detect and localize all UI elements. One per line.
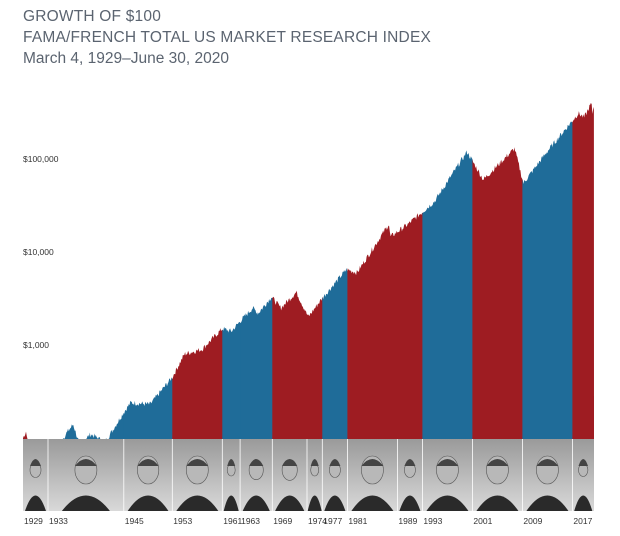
- term-area-10: [347, 102, 398, 439]
- x-tick-label: 2017: [573, 516, 592, 526]
- term-area-15: [572, 102, 594, 439]
- term-area-12: [422, 102, 473, 439]
- chart-titles: GROWTH OF $100 FAMA/FRENCH TOTAL US MARK…: [23, 6, 431, 69]
- x-tick-label: 1945: [125, 516, 144, 526]
- president-portrait-6: [242, 459, 270, 511]
- term-area-1: [23, 102, 49, 439]
- president-portrait-15: [574, 459, 593, 511]
- x-tick-label: 1963: [241, 516, 260, 526]
- x-tick-label: 1989: [398, 516, 417, 526]
- president-portrait-14: [526, 455, 569, 511]
- chart-title: GROWTH OF $100: [23, 8, 162, 25]
- term-area-7: [272, 102, 308, 439]
- y-tick-label: $10,000: [23, 247, 54, 257]
- president-portrait-8: [307, 459, 322, 511]
- x-tick-label: 1981: [348, 516, 367, 526]
- y-tick-label: $1,000: [23, 340, 49, 350]
- x-tick-label: 1993: [423, 516, 442, 526]
- portraits-strip: [25, 439, 593, 511]
- president-portrait-11: [399, 459, 421, 511]
- term-area-5: [222, 102, 241, 439]
- term-area-13: [472, 102, 523, 439]
- x-tick-label: 1961: [223, 516, 242, 526]
- term-area-3: [123, 102, 173, 439]
- x-tick-label: 1933: [49, 516, 68, 526]
- president-portrait-7: [275, 459, 305, 511]
- x-tick-label: 1953: [173, 516, 192, 526]
- president-portrait-4: [176, 455, 219, 511]
- president-portrait-9: [324, 459, 346, 511]
- x-tick-label: 2001: [473, 516, 492, 526]
- x-tick-label: 2009: [523, 516, 542, 526]
- term-areas: [23, 102, 594, 439]
- president-portrait-5: [223, 459, 239, 511]
- x-tick-label: 1977: [323, 516, 342, 526]
- president-portrait-13: [476, 455, 519, 511]
- y-axis: $1,000 $10,000 $100,000: [23, 154, 59, 350]
- y-tick-label: $100,000: [23, 154, 59, 164]
- president-portrait-1: [25, 459, 46, 511]
- term-area-4: [172, 102, 223, 439]
- x-tick-label: 1974: [308, 516, 327, 526]
- president-portrait-3: [127, 455, 169, 511]
- term-area-2: [48, 102, 125, 439]
- x-tick-label: 1969: [273, 516, 292, 526]
- term-area-8: [307, 102, 323, 439]
- chart-period: March 4, 1929–June 30, 2020: [23, 50, 229, 67]
- term-area-14: [522, 102, 573, 439]
- term-area-6: [240, 102, 273, 439]
- president-portrait-10: [351, 455, 394, 511]
- term-area-9: [322, 102, 348, 439]
- chart-subtitle: FAMA/FRENCH TOTAL US MARKET RESEARCH IND…: [23, 29, 432, 46]
- x-tick-label: 1929: [24, 516, 43, 526]
- term-area-11: [397, 102, 423, 439]
- president-portrait-2: [61, 455, 110, 511]
- president-portrait-12: [426, 455, 469, 511]
